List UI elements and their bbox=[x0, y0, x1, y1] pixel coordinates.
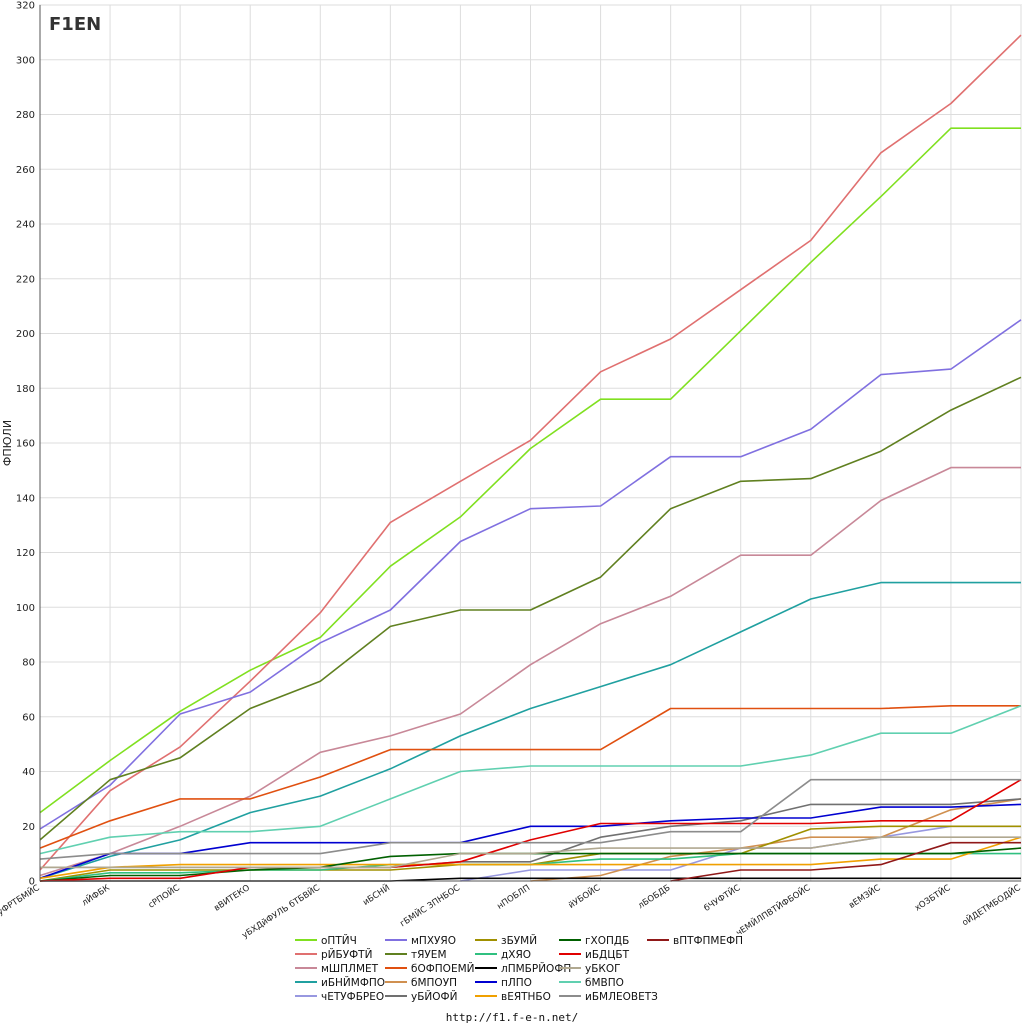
legend-item: иБНЙМФПО bbox=[295, 976, 385, 989]
legend-item: бМВПО bbox=[559, 977, 624, 989]
series-layer bbox=[39, 34, 1022, 882]
legend-item: бМПОУП bbox=[385, 977, 457, 989]
x-tick-label: уБХДйФУЛЬ бТБВЙС bbox=[239, 881, 322, 940]
x-tick-label: вВИТЕКО bbox=[212, 883, 252, 914]
x-tick-label: сРПОЙС bbox=[146, 881, 182, 910]
series-line bbox=[39, 778, 1021, 860]
legend-label: уБКОГ bbox=[585, 963, 621, 975]
axis-layer: 0 20 40 60 80 100 120 140 160 180 200 220 240 260 280 3… bbox=[0, 1, 1023, 941]
x-tick-label: уФРТБМЙС bbox=[0, 881, 42, 917]
logo: F1EN bbox=[48, 10, 101, 35]
y-tick-label: 0 bbox=[29, 877, 35, 888]
y-tick-label: 200 bbox=[16, 329, 35, 340]
y-tick-label: 100 bbox=[16, 603, 35, 614]
grid-layer bbox=[39, 4, 1022, 882]
legend-item: оПТЙЧ bbox=[295, 934, 357, 947]
legend-label: вПТФПМЕФП bbox=[673, 935, 743, 947]
legend-item: вПТФПМЕФП bbox=[647, 935, 743, 947]
footer-url[interactable]: http://f1.f-e-n.net/ bbox=[446, 1011, 578, 1024]
y-tick-label: 120 bbox=[16, 548, 35, 559]
y-tick-label: 60 bbox=[22, 712, 35, 723]
series-line bbox=[39, 836, 1022, 880]
series-line bbox=[40, 836, 1021, 869]
y-tick-label: 140 bbox=[16, 493, 35, 504]
y-tick-label: 160 bbox=[16, 439, 35, 450]
series-line bbox=[39, 34, 1022, 871]
legend-item: мШПЛМЕТ bbox=[295, 963, 379, 975]
y-tick-label: 220 bbox=[16, 274, 35, 285]
x-tick-label: хОЗБТЙС bbox=[912, 881, 953, 913]
legend-label: иБМЛЕОВЕТЗ bbox=[585, 991, 658, 1003]
legend-item: лПМБРЙОФП bbox=[475, 962, 571, 975]
legend-item: зБУМЙ bbox=[475, 934, 537, 947]
legend-label: гХОПДБ bbox=[585, 935, 629, 947]
y-tick-label: 320 bbox=[16, 1, 35, 12]
legend-label: иБНЙМФПО bbox=[321, 976, 385, 989]
legend-label: зБУМЙ bbox=[501, 934, 537, 947]
legend-label: лПМБРЙОФП bbox=[501, 962, 571, 975]
series-line bbox=[39, 705, 1022, 855]
legend-item: чЕТУФБРЕО bbox=[295, 991, 384, 1003]
x-tick-label: нПОБЛП bbox=[495, 883, 532, 912]
x-tick-label: оЙДЕТМБОДЙС bbox=[959, 881, 1022, 928]
series-line bbox=[39, 705, 1021, 849]
legend-label: бОФПОЕМЙ bbox=[411, 962, 475, 975]
series-line bbox=[670, 841, 1021, 882]
legend-label: иБДЦБТ bbox=[585, 949, 630, 961]
legend-item: иБМЛЕОВЕТЗ bbox=[559, 991, 658, 1003]
legend-label: бМПОУП bbox=[411, 977, 457, 989]
legend-label: тЯУЕМ bbox=[411, 949, 447, 961]
series-line bbox=[39, 466, 1021, 877]
legend-item: дХЯО bbox=[475, 949, 531, 961]
legend-item: мПХУЯО bbox=[385, 935, 456, 947]
y-tick-label: 280 bbox=[16, 110, 35, 121]
logo-text: F1EN bbox=[49, 14, 101, 35]
legend-item: уБЙОФЙ bbox=[385, 990, 457, 1003]
y-tick-label: 240 bbox=[16, 220, 35, 231]
legend-item: иБДЦБТ bbox=[559, 949, 630, 961]
x-tick-label: чЕМЙЛПВТЙФБОЙС bbox=[733, 881, 812, 938]
legend-item: пЛПО bbox=[475, 977, 532, 989]
legend-label: бМВПО bbox=[585, 977, 624, 989]
y-tick-label: 260 bbox=[16, 165, 35, 176]
legend-item: рЙБУФТЙ bbox=[295, 948, 372, 961]
legend-label: дХЯО bbox=[501, 949, 531, 961]
legend-item: бОФПОЕМЙ bbox=[385, 962, 475, 975]
series-line bbox=[39, 581, 1021, 880]
series-line bbox=[39, 803, 1022, 880]
legend-label: уБЙОФЙ bbox=[411, 990, 457, 1003]
legend-label: рЙБУФТЙ bbox=[321, 948, 372, 961]
y-tick-label: 300 bbox=[16, 55, 35, 66]
legend-label: пЛПО bbox=[501, 977, 532, 989]
x-tick-label: вЕМЗЙС bbox=[846, 881, 882, 910]
series-line bbox=[39, 779, 1022, 882]
legend-item: вЕЯТНБО bbox=[475, 991, 551, 1003]
x-tick-label: гБМЙС ЗПНБОС bbox=[397, 881, 462, 929]
x-tick-label: йУБОЙС bbox=[566, 881, 602, 910]
legend-label: оПТЙЧ bbox=[321, 934, 357, 947]
legend-label: мПХУЯО bbox=[411, 935, 456, 947]
series-line bbox=[39, 376, 1022, 841]
y-tick-label: 180 bbox=[16, 384, 35, 395]
legend-item: уБКОГ bbox=[559, 963, 621, 975]
series-line bbox=[39, 127, 1021, 814]
legend-label: чЕТУФБРЕО bbox=[321, 991, 384, 1003]
legend-label: мШПЛМЕТ bbox=[321, 963, 379, 975]
legend-label: вЕЯТНБО bbox=[501, 991, 551, 1003]
series-line bbox=[39, 319, 1022, 830]
y-tick-label: 80 bbox=[22, 658, 35, 669]
legend-item: тЯУЕМ bbox=[385, 949, 447, 961]
x-tick-label: лБОБДБ bbox=[636, 883, 672, 911]
x-tick-label: иБСНЙ bbox=[360, 881, 392, 907]
y-axis-title: ФПЮЛИ bbox=[1, 420, 14, 466]
y-tick-label: 40 bbox=[22, 767, 35, 778]
legend-item: гХОПДБ bbox=[559, 935, 629, 947]
x-tick-label: бЧУФТЙС bbox=[701, 881, 742, 913]
series-line bbox=[530, 798, 1022, 882]
y-tick-label: 20 bbox=[22, 822, 35, 833]
x-tick-label: лЙФБК bbox=[79, 881, 112, 908]
